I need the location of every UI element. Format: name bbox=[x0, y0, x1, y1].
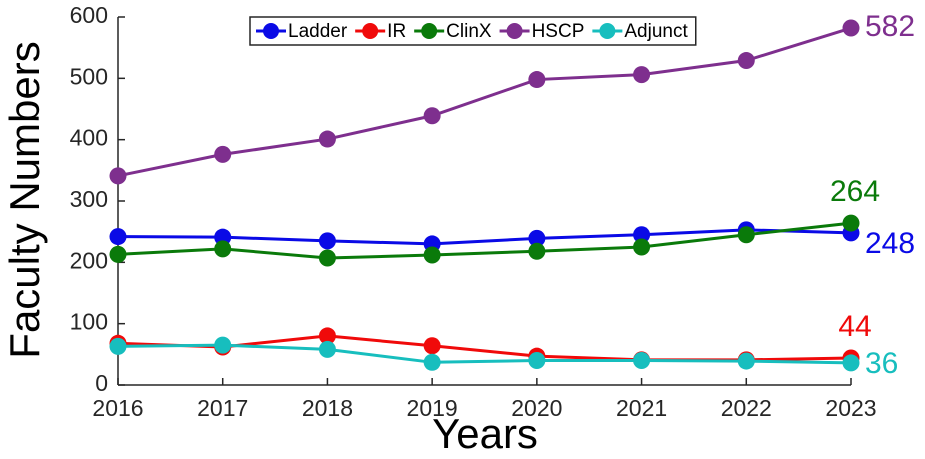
y-tick-label: 300 bbox=[70, 186, 108, 212]
data-point bbox=[109, 245, 127, 263]
data-point bbox=[423, 353, 441, 371]
data-point bbox=[423, 107, 441, 125]
legend-marker bbox=[263, 23, 279, 39]
x-tick-label: 2022 bbox=[721, 395, 772, 421]
data-point bbox=[318, 340, 336, 358]
legend-label: IR bbox=[387, 21, 406, 42]
legend-label: Adjunct bbox=[624, 21, 688, 42]
series-line bbox=[117, 26, 852, 178]
series-line bbox=[117, 221, 852, 260]
y-tick-label: 0 bbox=[95, 370, 108, 396]
x-axis-title: Years bbox=[432, 410, 538, 457]
y-tick-label: 200 bbox=[70, 247, 108, 273]
data-point bbox=[214, 240, 232, 258]
x-tick-label: 2016 bbox=[92, 395, 143, 421]
data-point bbox=[318, 327, 336, 345]
legend-marker bbox=[421, 23, 438, 39]
data-point bbox=[109, 337, 127, 355]
end-label: 44 bbox=[838, 310, 871, 343]
legend: Ladder IR ClinX HSCP Adjunct bbox=[249, 16, 697, 46]
y-axis-title: Faculty Numbers bbox=[1, 41, 48, 358]
data-point bbox=[528, 229, 546, 247]
end-label: 264 bbox=[830, 175, 880, 208]
x-tick-label: 2021 bbox=[616, 395, 667, 421]
x-tick-label: 2020 bbox=[511, 395, 562, 421]
data-point bbox=[737, 352, 755, 370]
data-point bbox=[528, 242, 546, 260]
data-point bbox=[423, 246, 441, 264]
data-point bbox=[318, 232, 336, 250]
legend-marker bbox=[506, 23, 523, 39]
legend-marker bbox=[362, 23, 379, 39]
data-point bbox=[633, 351, 651, 369]
x-tick-label: 2017 bbox=[197, 395, 248, 421]
legend-marker bbox=[599, 23, 616, 39]
data-point bbox=[109, 228, 127, 246]
data-point bbox=[109, 167, 127, 185]
data-point bbox=[214, 145, 232, 163]
series-line bbox=[117, 228, 852, 246]
data-point bbox=[528, 351, 546, 369]
legend-label: ClinX bbox=[446, 21, 492, 42]
data-point bbox=[528, 71, 546, 89]
data-point bbox=[842, 214, 860, 232]
legend-label: Ladder bbox=[288, 21, 348, 42]
data-point bbox=[214, 228, 232, 246]
data-point bbox=[318, 130, 336, 148]
data-point bbox=[842, 19, 860, 37]
legend-label: HSCP bbox=[532, 21, 585, 42]
data-point bbox=[737, 52, 755, 70]
x-tick-label: 2019 bbox=[407, 395, 458, 421]
y-tick-label: 100 bbox=[70, 309, 108, 335]
end-label: 248 bbox=[865, 227, 915, 260]
data-point bbox=[318, 249, 336, 267]
y-tick-label: 500 bbox=[70, 63, 108, 89]
data-point bbox=[633, 226, 651, 244]
data-point bbox=[633, 238, 651, 256]
x-tick-label: 2023 bbox=[825, 395, 876, 421]
data-point bbox=[214, 336, 232, 354]
data-point bbox=[633, 66, 651, 84]
y-tick-label: 400 bbox=[70, 125, 108, 151]
x-tick-label: 2018 bbox=[302, 395, 353, 421]
data-point bbox=[737, 226, 755, 244]
data-point bbox=[842, 354, 860, 372]
y-tick-label: 600 bbox=[70, 2, 108, 28]
series-line bbox=[117, 343, 852, 365]
end-label: 36 bbox=[865, 347, 898, 380]
end-label: 582 bbox=[865, 10, 915, 43]
data-point bbox=[423, 337, 441, 355]
